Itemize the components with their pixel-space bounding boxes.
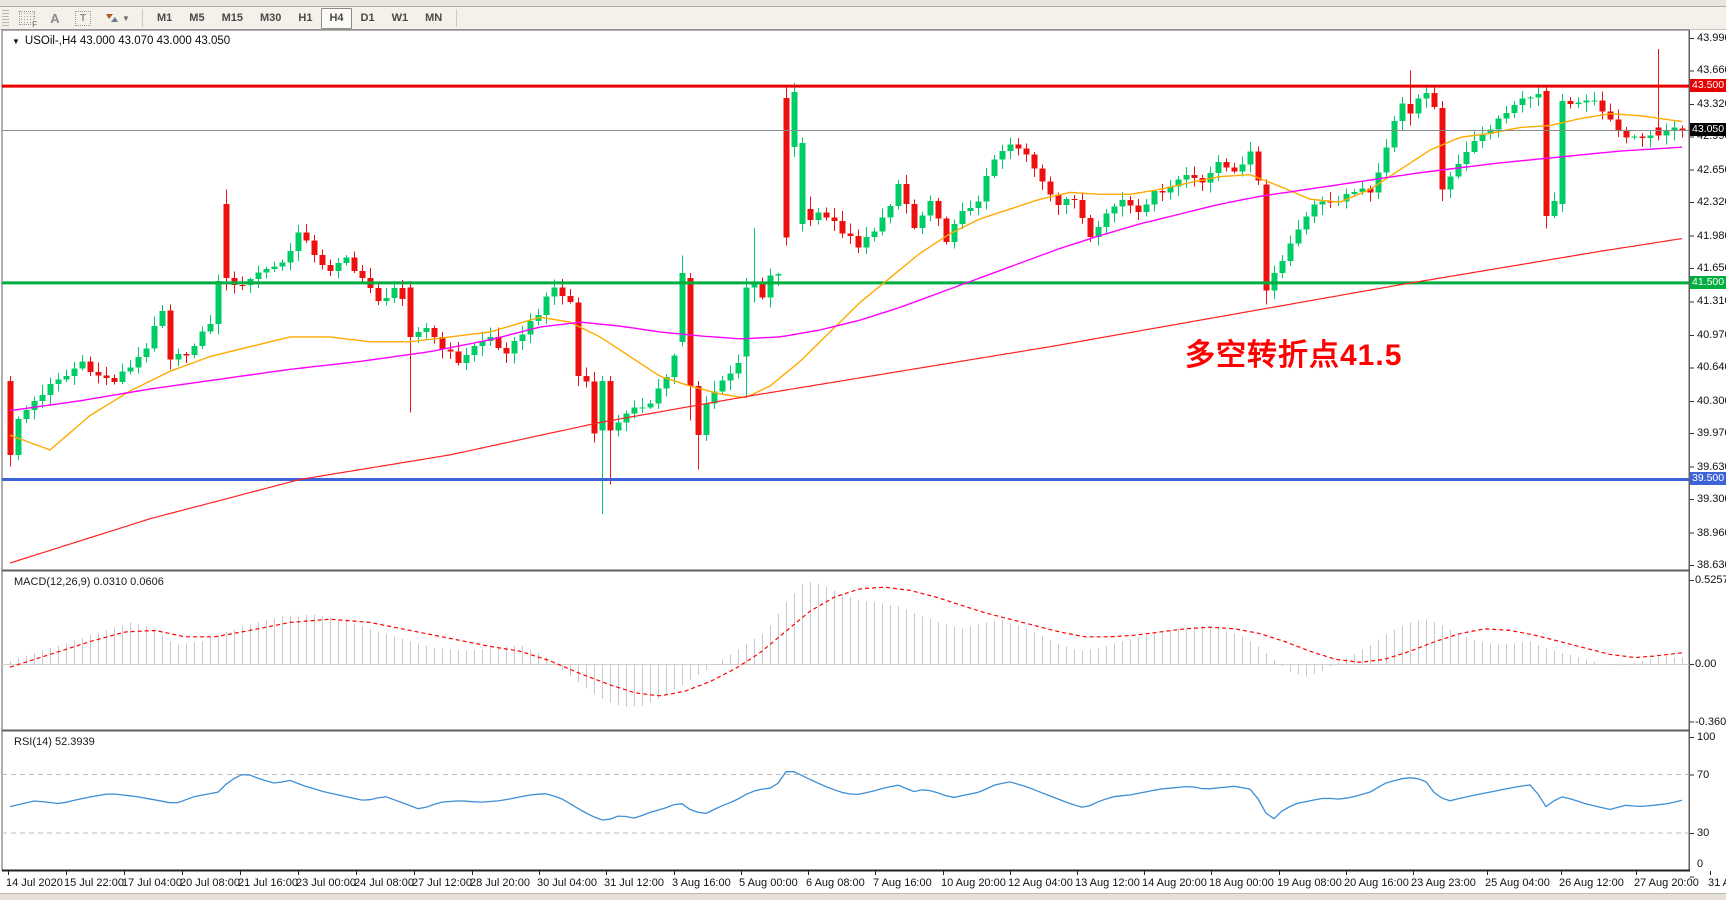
timeframe-button-w1[interactable]: W1 xyxy=(391,12,409,24)
timeframe-button-m15[interactable]: M15 xyxy=(221,12,243,24)
timeframe-button-h4[interactable]: H4 xyxy=(321,7,352,29)
time-tick-label: 21 Jul 16:00 xyxy=(238,877,298,889)
macd-tick-label: 0.00 xyxy=(1695,658,1717,670)
current-price-badge[interactable]: 43.050 xyxy=(1690,123,1726,137)
time-tick-label: 7 Aug 16:00 xyxy=(873,877,932,889)
toolbar-grip[interactable] xyxy=(2,10,9,26)
letter-a-icon: A xyxy=(50,10,60,26)
chart-panel[interactable] xyxy=(1,730,1690,871)
toolbar-separator xyxy=(456,9,458,27)
price-tick-label: 40.640 xyxy=(1697,361,1726,374)
toolbar-separator xyxy=(142,9,143,27)
timeframe-button-m5[interactable]: M5 xyxy=(189,12,205,24)
ma-slow-red xyxy=(9,238,1683,564)
price-tick-label: 39.970 xyxy=(1697,427,1726,440)
time-tick-label: 26 Aug 12:00 xyxy=(1559,877,1624,889)
macd-tick-label: 0.5257 xyxy=(1695,573,1726,586)
timeframe-button-mn[interactable]: MN xyxy=(425,12,443,24)
macd-histogram xyxy=(10,581,1683,708)
time-tick-label: 14 Jul 2020 xyxy=(6,877,63,889)
price-tick-label: 39.300 xyxy=(1697,493,1726,506)
symbol-ohlc-label[interactable]: ▼ USOil-,H4 43.000 43.070 43.000 43.050 xyxy=(12,35,231,47)
price-tick-label: 40.300 xyxy=(1697,394,1726,407)
chart-annotation-text[interactable]: 多空转折点41.5 xyxy=(1185,339,1403,372)
time-tick-label: 20 Jul 08:00 xyxy=(180,877,240,889)
price-level-badge-41.500[interactable]: 41.500 xyxy=(1690,275,1726,289)
chevron-down-icon: ▼ xyxy=(122,13,130,23)
macd-indicator-label: MACD(12,26,9) 0.0310 0.0606 xyxy=(14,576,164,588)
chart-panel[interactable] xyxy=(1,29,1690,571)
price-tick-label: 43.660 xyxy=(1697,64,1726,77)
time-tick-label: 6 Aug 08:00 xyxy=(806,877,865,889)
window-bottom-strip xyxy=(0,893,1726,900)
time-tick-label: 18 Aug 00:00 xyxy=(1209,877,1274,889)
price-tick-label: 43.320 xyxy=(1697,97,1726,110)
arrow-objects-button[interactable]: ▼ xyxy=(98,8,136,28)
candlestick-series[interactable] xyxy=(7,48,1686,514)
time-tick-label: 19 Aug 08:00 xyxy=(1277,877,1342,889)
price-tick-label: 42.650 xyxy=(1697,163,1726,176)
rsi-tick-label: 0 xyxy=(1697,858,1704,870)
price-tick-label: 42.320 xyxy=(1697,196,1726,209)
timeframe-group: M1 M5 M15 M30 H1 H4 D1 W1 MN xyxy=(149,7,450,29)
time-tick-label: 17 Jul 04:00 xyxy=(122,877,182,889)
price-tick-label: 41.980 xyxy=(1697,229,1726,242)
ma-fast-orange xyxy=(9,112,1683,451)
diagonal-arrows-icon xyxy=(106,14,119,22)
rsi-tick-label: 100 xyxy=(1697,731,1716,743)
time-tick-label: 30 Jul 04:00 xyxy=(537,877,597,889)
ma-mid-magenta xyxy=(9,146,1683,412)
price-tick-label: 40.970 xyxy=(1697,328,1726,341)
dotted-grid-f-icon: F xyxy=(19,11,37,29)
price-tick-label: 39.630 xyxy=(1697,460,1726,473)
time-tick-label: 23 Jul 00:00 xyxy=(296,877,356,889)
time-tick-label: 24 Jul 08:00 xyxy=(354,877,414,889)
time-tick-label: 20 Aug 16:00 xyxy=(1344,877,1409,889)
macd-signal-line xyxy=(9,586,1683,697)
timeframe-button-d1[interactable]: D1 xyxy=(360,12,375,24)
time-tick-label: 27 Jul 12:00 xyxy=(412,877,472,889)
time-tick-label: 5 Aug 00:00 xyxy=(739,877,798,889)
time-tick-label: 28 Jul 20:00 xyxy=(470,877,530,889)
time-tick-label: 25 Aug 04:00 xyxy=(1485,877,1550,889)
window-top-strip xyxy=(0,0,1726,7)
chart-panel[interactable] xyxy=(1,570,1690,731)
timeframe-button-m30[interactable]: M30 xyxy=(259,12,282,24)
price-level-badge-39.500[interactable]: 39.500 xyxy=(1690,472,1726,486)
price-tick-label: 43.990 xyxy=(1697,32,1726,44)
time-tick-label: 13 Aug 12:00 xyxy=(1075,877,1140,889)
time-tick-label: 23 Aug 23:00 xyxy=(1411,877,1476,889)
time-tick-label: 31 Jul 12:00 xyxy=(604,877,664,889)
time-tick-label: 27 Aug 20:00 xyxy=(1634,877,1699,889)
rsi-line xyxy=(9,771,1683,821)
timeframe-button-h1[interactable]: H1 xyxy=(298,12,313,24)
time-tick-label: 15 Jul 22:00 xyxy=(64,877,124,889)
boxed-t-icon: T xyxy=(75,10,91,26)
macd-tick-label: -0.3603 xyxy=(1695,715,1726,728)
time-tick-label: 10 Aug 20:00 xyxy=(941,877,1006,889)
price-tick-label: 38.630 xyxy=(1697,558,1726,571)
chart-menu-triangle-icon[interactable]: ▼ xyxy=(12,37,20,46)
price-tick-label: 41.310 xyxy=(1697,295,1726,308)
time-tick-label: 31 Aug 00:00 xyxy=(1708,877,1726,889)
time-tick-label: 14 Aug 20:00 xyxy=(1142,877,1207,889)
rsi-indicator-label: RSI(14) 52.3939 xyxy=(14,736,95,748)
price-tick-label: 41.650 xyxy=(1697,262,1726,275)
text-label-button[interactable]: A xyxy=(42,8,68,28)
time-tick-label: 12 Aug 04:00 xyxy=(1008,877,1073,889)
rsi-tick-label: 70 xyxy=(1697,768,1710,781)
text-box-button[interactable]: T xyxy=(70,8,96,28)
price-level-badge-43.500[interactable]: 43.500 xyxy=(1690,79,1726,93)
price-tick-label: 38.960 xyxy=(1697,526,1726,539)
time-tick-label: 3 Aug 16:00 xyxy=(672,877,731,889)
rsi-tick-label: 30 xyxy=(1697,826,1710,839)
template-grid-button[interactable]: F xyxy=(14,8,40,29)
timeframe-button-m1[interactable]: M1 xyxy=(157,12,173,24)
